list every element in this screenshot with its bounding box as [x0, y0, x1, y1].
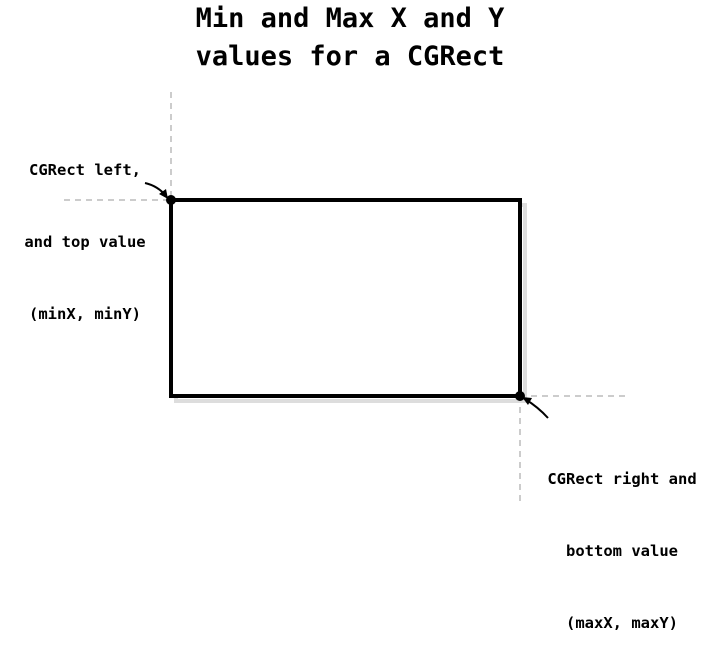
min-label-line-3: (minX, minY) [29, 305, 141, 323]
min-arrow-head [159, 189, 168, 199]
min-label-line-1: CGRect left, [29, 161, 141, 179]
diagram-canvas [64, 92, 628, 503]
min-label-line-2: and top value [24, 233, 146, 251]
max-point-dot [515, 391, 525, 401]
max-point-label: CGRect right and bottom value (maxX, max… [516, 419, 728, 659]
cgrect-rectangle [169, 198, 522, 398]
min-point-dot [166, 195, 176, 205]
max-arrow-head [522, 397, 532, 405]
min-point-label: CGRect left, and top value (minX, minY) [0, 110, 170, 350]
max-label-line-3: (maxX, maxY) [566, 614, 678, 632]
max-label-line-1: CGRect right and [547, 470, 697, 488]
max-label-line-2: bottom value [566, 542, 678, 560]
diagram-title-line-2: values for a CGRect [195, 41, 505, 72]
diagram-title-line-1: Min and Max X and Y [195, 3, 505, 34]
